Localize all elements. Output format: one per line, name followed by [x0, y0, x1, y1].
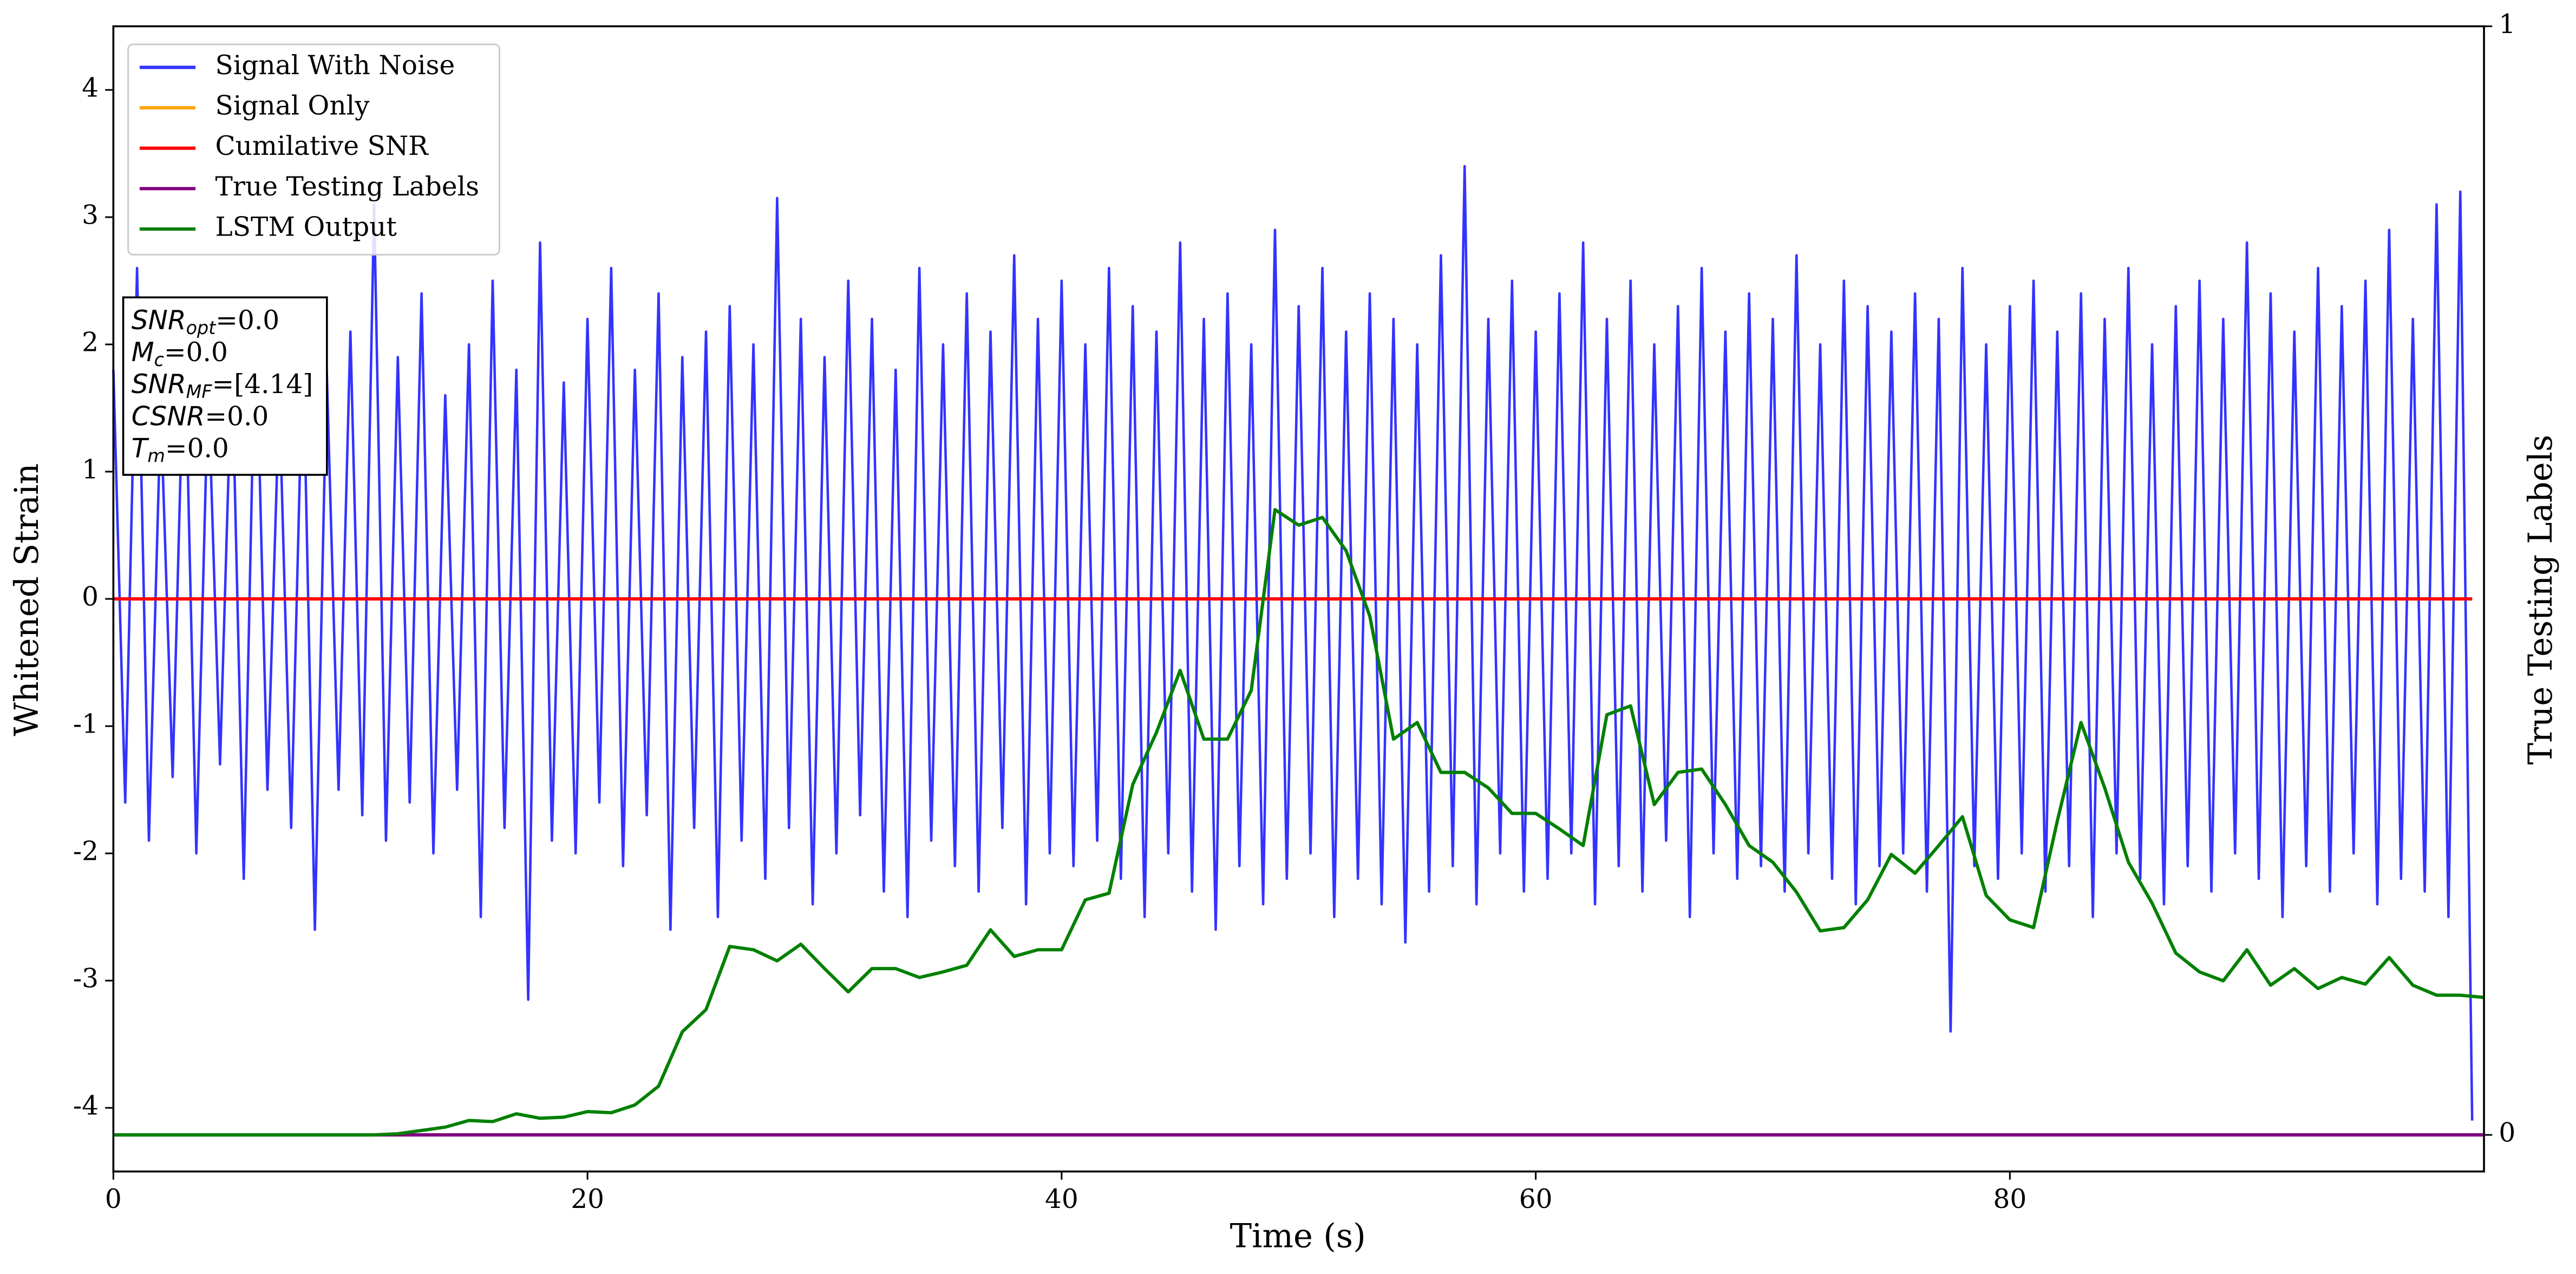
y-tick-label: -1	[73, 709, 99, 740]
series-line	[113, 508, 2485, 1137]
annotation-value: =0.0	[205, 401, 269, 432]
annotation: SNRopt=0.0Mc=0.0SNRMF=[4.14]CSNR=0.0Tm=0…	[122, 296, 328, 476]
y-tick-label: 2	[82, 328, 99, 358]
y-tick-label: -4	[73, 1091, 99, 1121]
legend-label: Cumilative SNR	[215, 131, 429, 161]
x-tick-label: 60	[1519, 1184, 1553, 1214]
annotation-subscript: c	[154, 349, 164, 370]
x-tick-label: 80	[1993, 1184, 2026, 1214]
series-line	[112, 165, 2474, 1121]
y2-tick-label: 1	[2499, 9, 2515, 40]
y2-axis-label: True Testing Labels	[2522, 435, 2560, 765]
y2-tick-label: 0	[2499, 1118, 2515, 1148]
legend-label: LSTM Output	[215, 212, 397, 243]
y-tick-label: 4	[82, 73, 99, 103]
annotation-subscript: opt	[186, 317, 217, 338]
annotation-value: =0.0	[165, 433, 229, 463]
annotation-value: =[4.14]	[212, 369, 313, 400]
legend-label: Signal Only	[215, 91, 370, 121]
annotation-subscript: MF	[186, 381, 213, 402]
annotation-line: Tm=0.0	[132, 433, 229, 466]
x-tick-label: 20	[571, 1184, 604, 1214]
y-tick-label: -2	[73, 837, 99, 867]
legend-label: True Testing Labels	[215, 172, 480, 202]
x-tick-label: 0	[105, 1184, 122, 1214]
legend: Signal With Noise Signal Only Cumilative S…	[127, 43, 500, 256]
x-axis-label: Time (s)	[1230, 1218, 1366, 1256]
annotation-value: =0.0	[215, 305, 279, 335]
annotation-line: Mc=0.0	[132, 337, 228, 370]
annotation-line: CSNR=0.0	[132, 401, 269, 432]
x-tick-label: 40	[1045, 1184, 1078, 1214]
annotation-symbol: SNR	[132, 305, 186, 336]
y-tick-label: 1	[82, 455, 99, 485]
annotation-symbol: SNR	[132, 369, 186, 400]
annotation-subscript: m	[147, 445, 165, 466]
annotation-symbol: M	[132, 337, 154, 368]
annotation-box	[122, 296, 328, 476]
legend-box	[127, 43, 500, 256]
legend-label: Signal With Noise	[215, 50, 455, 81]
y-tick-label: -3	[73, 964, 99, 994]
annotation-symbol: T	[132, 433, 149, 463]
y-axis-label: Whitened Strain	[8, 463, 46, 736]
annotation-symbol: CSNR	[132, 401, 205, 432]
y-tick-label: 0	[82, 582, 99, 612]
y-tick-label: 3	[82, 200, 99, 231]
annotation-line: SNRopt=0.0	[132, 305, 279, 338]
plot-area	[112, 165, 2485, 1137]
annotation-line: SNRMF=[4.14]	[132, 369, 313, 402]
annotation-value: =0.0	[164, 337, 228, 367]
